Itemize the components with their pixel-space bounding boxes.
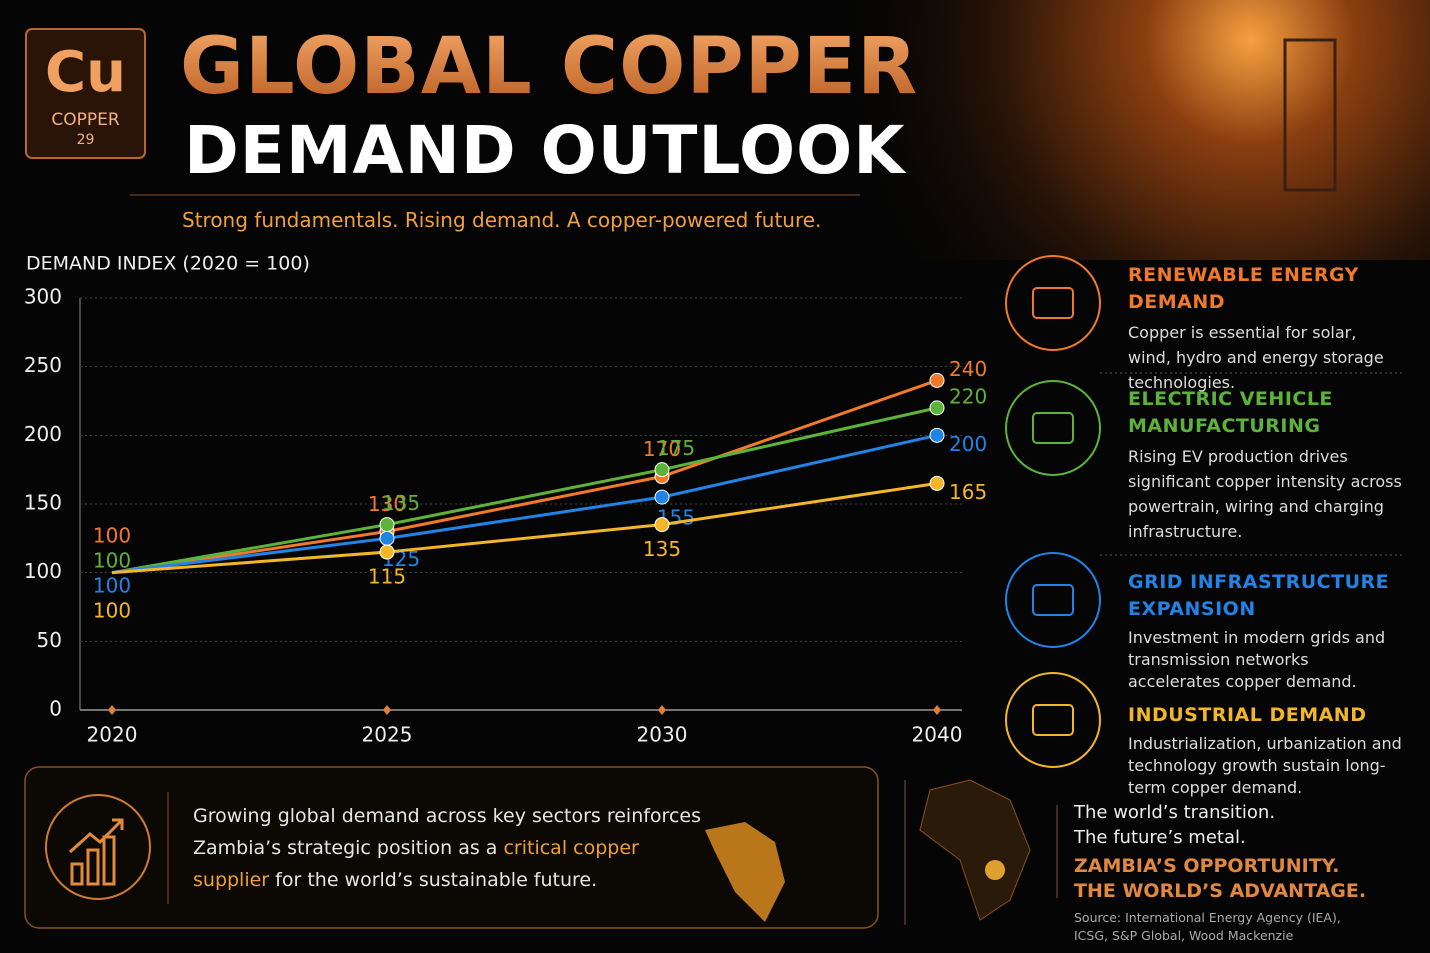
x-tick-label: 2025 <box>362 723 413 747</box>
data-point <box>929 475 945 491</box>
sector-description: Investment in modern grids and transmiss… <box>1128 628 1386 691</box>
data-label: 100 <box>93 574 131 598</box>
data-point <box>929 400 945 416</box>
sector-description: Rising EV production drives significant … <box>1128 447 1402 541</box>
sector-glyph <box>1032 704 1074 736</box>
sector-icon <box>1005 552 1101 648</box>
data-label: 100 <box>93 549 131 573</box>
element-name: COPPER <box>51 110 120 130</box>
data-point <box>379 544 395 560</box>
mine-backdrop <box>850 0 1430 260</box>
x-tick-label: 2020 <box>87 723 138 747</box>
data-label: 135 <box>382 491 420 515</box>
message-text: Growing global demand across key sectors… <box>193 805 701 859</box>
sector-name: RENEWABLE ENERGY DEMAND <box>1128 264 1359 313</box>
x-tick <box>658 705 666 715</box>
growth-icon <box>45 794 151 900</box>
sector-name: INDUSTRIAL DEMAND <box>1128 704 1367 726</box>
x-tick <box>933 705 941 715</box>
tagline: Strong fundamentals. Rising demand. A co… <box>182 208 822 232</box>
data-point <box>379 530 395 546</box>
map-zambia <box>985 860 1005 880</box>
source: Source: International Energy Agency (IEA… <box>1074 910 1341 943</box>
tagline-line: The world’s transition. <box>1074 802 1276 823</box>
data-label: 165 <box>949 480 987 504</box>
y-tick-label: 200 <box>24 422 62 446</box>
series-line <box>111 433 938 575</box>
y-tick-label: 150 <box>24 491 62 515</box>
sector-description: Copper is essential for solar, wind, hyd… <box>1128 323 1384 392</box>
x-tick-label: 2040 <box>912 723 963 747</box>
map-africa <box>705 822 785 922</box>
sector-panel: GRID INFRASTRUCTURE EXPANSION Investment … <box>1128 569 1403 693</box>
data-point <box>929 372 945 388</box>
tagline-block: The world’s transition. The future’s met… <box>1074 800 1366 904</box>
sector-panel: RENEWABLE ENERGY DEMAND Copper is essenti… <box>1128 262 1403 395</box>
headframe <box>1283 38 1337 192</box>
data-point <box>654 462 670 478</box>
sector-glyph <box>1032 412 1074 444</box>
footer-message: Growing global demand across key sectors… <box>193 800 713 896</box>
growth-glyph <box>68 818 124 886</box>
data-label: 100 <box>93 524 131 548</box>
data-label: 200 <box>949 432 987 456</box>
data-label: 175 <box>657 436 695 460</box>
sector-icon <box>1005 672 1101 768</box>
sector-glyph <box>1032 287 1074 319</box>
series-line <box>111 481 938 575</box>
data-point <box>654 489 670 505</box>
sector-glyph <box>1032 584 1074 616</box>
y-tick-label: 100 <box>24 559 62 583</box>
message-highlight: critical copper supplier <box>193 837 639 891</box>
message-text: for the world’s sustainable future. <box>269 869 598 891</box>
data-point <box>379 517 395 533</box>
sector-panel: ELECTRIC VEHICLE MANUFACTURING Rising EV … <box>1128 386 1403 544</box>
opportunity: ZAMBIA’S OPPORTUNITY. <box>1074 855 1340 877</box>
y-axis-title: DEMAND INDEX (2020 = 100) <box>26 253 310 275</box>
y-tick-label: 0 <box>49 697 62 721</box>
sector-name: ELECTRIC VEHICLE MANUFACTURING <box>1128 388 1333 437</box>
data-label: 130 <box>368 492 406 516</box>
y-tick-label: 250 <box>24 353 62 377</box>
element-symbol: Cu <box>45 40 126 105</box>
opportunity: THE WORLD’S ADVANTAGE. <box>1074 880 1367 902</box>
data-label: 240 <box>949 357 987 381</box>
element-tile <box>25 28 146 159</box>
sector-description: Industrialization, urbanization and tech… <box>1128 734 1402 797</box>
tagline-line: The future’s metal. <box>1074 827 1246 848</box>
message-box <box>24 766 879 929</box>
data-label: 100 <box>93 599 131 623</box>
data-point <box>929 427 945 443</box>
sector-panel: INDUSTRIAL DEMAND Industrialization, urba… <box>1128 702 1403 799</box>
map-africa <box>919 779 1031 921</box>
data-label: 115 <box>368 565 406 589</box>
data-point <box>654 517 670 533</box>
series-line <box>111 406 938 575</box>
y-tick-label: 300 <box>24 285 62 309</box>
data-label: 135 <box>643 537 681 561</box>
x-tick <box>108 705 116 715</box>
sector-name: GRID INFRASTRUCTURE EXPANSION <box>1128 571 1390 620</box>
data-label: 220 <box>949 384 987 408</box>
element-number: 29 <box>76 132 95 148</box>
sector-icon <box>1005 380 1101 476</box>
title: GLOBAL COPPER <box>180 22 919 112</box>
series-line <box>111 378 938 575</box>
data-label: 170 <box>643 437 681 461</box>
x-tick <box>383 705 391 715</box>
y-tick-label: 50 <box>37 628 62 652</box>
sector-icon <box>1005 255 1101 351</box>
x-tick-label: 2030 <box>637 723 688 747</box>
title: DEMAND OUTLOOK <box>184 112 906 189</box>
